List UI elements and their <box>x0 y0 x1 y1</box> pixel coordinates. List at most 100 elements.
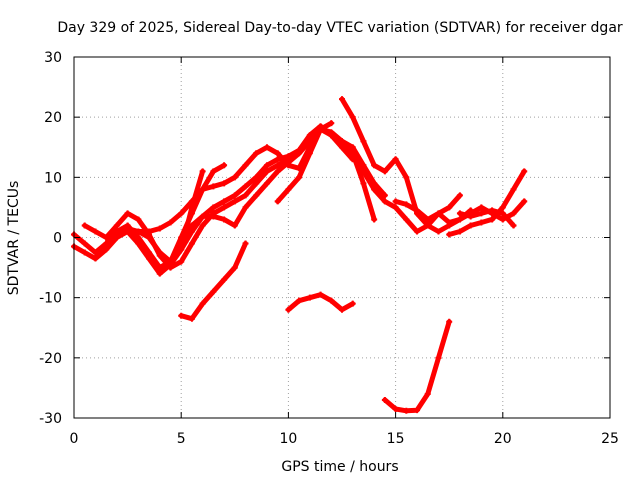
y-tick-label: 20 <box>44 110 62 126</box>
data-point <box>92 255 99 262</box>
data-point <box>424 390 431 397</box>
data-point <box>221 198 228 205</box>
data-point <box>81 249 88 256</box>
data-point <box>156 249 163 256</box>
data-point <box>392 156 399 163</box>
data-point <box>306 150 313 157</box>
data-point <box>328 120 335 127</box>
data-point <box>435 354 442 361</box>
data-point <box>446 318 453 325</box>
data-point <box>499 204 506 211</box>
data-point <box>456 216 463 223</box>
data-point <box>210 288 217 295</box>
data-point <box>199 222 206 229</box>
data-point <box>178 243 185 250</box>
data-point <box>499 210 506 217</box>
data-point <box>274 150 281 157</box>
data-point <box>146 249 153 256</box>
data-point <box>210 168 217 175</box>
data-point <box>124 210 131 217</box>
data-point <box>167 258 174 265</box>
data-point <box>231 174 238 181</box>
data-point <box>274 198 281 205</box>
data-point <box>478 210 485 217</box>
data-point <box>188 210 195 217</box>
data-point <box>381 198 388 205</box>
data-point <box>317 291 324 298</box>
data-point <box>478 219 485 226</box>
data-point <box>221 162 228 169</box>
data-point <box>446 219 453 226</box>
data-point <box>188 198 195 205</box>
data-point <box>403 407 410 414</box>
data-point <box>92 249 99 256</box>
data-point <box>446 204 453 211</box>
data-point <box>156 264 163 271</box>
data-point <box>242 183 249 190</box>
series-line-arc-12 <box>382 319 452 414</box>
data-point <box>231 264 238 271</box>
data-point <box>221 204 228 211</box>
data-point <box>231 198 238 205</box>
data-point <box>124 225 131 232</box>
data-point <box>285 186 292 193</box>
data-point <box>371 186 378 193</box>
data-point <box>489 207 496 214</box>
data-point <box>135 234 142 241</box>
data-point <box>296 150 303 157</box>
data-point <box>360 180 367 187</box>
data-point <box>221 180 228 187</box>
data-point <box>360 138 367 145</box>
data-point <box>113 231 120 238</box>
x-tick-label: 5 <box>177 431 186 447</box>
data-point <box>403 216 410 223</box>
data-point <box>135 228 142 235</box>
data-point <box>92 228 99 235</box>
data-point <box>456 210 463 217</box>
data-point <box>403 174 410 181</box>
x-tick-label: 15 <box>387 431 405 447</box>
data-point <box>103 240 110 247</box>
data-point <box>328 297 335 304</box>
data-point <box>510 210 517 217</box>
data-point <box>103 234 110 241</box>
data-point <box>221 276 228 283</box>
data-point <box>414 207 421 214</box>
data-point <box>349 114 356 121</box>
data-point <box>146 228 153 235</box>
data-point <box>510 222 517 229</box>
data-point <box>167 264 174 271</box>
y-axis-title: SDTVAR / TECUs <box>6 181 22 296</box>
data-point <box>306 138 313 145</box>
data-point <box>188 222 195 229</box>
y-tick-label: 30 <box>44 50 62 66</box>
data-point <box>253 180 260 187</box>
data-point <box>188 240 195 247</box>
data-point <box>371 162 378 169</box>
data-point <box>263 168 270 175</box>
data-point <box>489 216 496 223</box>
data-point <box>285 306 292 313</box>
data-point <box>349 144 356 151</box>
data-point <box>242 204 249 211</box>
data-point <box>210 213 217 220</box>
series-line-arc-03 <box>82 156 291 271</box>
data-point <box>456 228 463 235</box>
x-tick-label: 0 <box>70 431 79 447</box>
data-point <box>231 192 238 199</box>
data-point <box>167 219 174 226</box>
data-point <box>221 216 228 223</box>
data-point <box>242 162 249 169</box>
y-tick-label: -10 <box>39 291 62 307</box>
data-point <box>210 183 217 190</box>
data-point <box>446 231 453 238</box>
data-point <box>274 156 281 163</box>
data-point <box>285 153 292 160</box>
data-point <box>521 198 528 205</box>
data-point <box>81 240 88 247</box>
data-point <box>349 150 356 157</box>
y-tick-label: 10 <box>44 170 62 186</box>
data-point <box>178 258 185 265</box>
data-point <box>210 204 217 211</box>
data-point <box>178 210 185 217</box>
